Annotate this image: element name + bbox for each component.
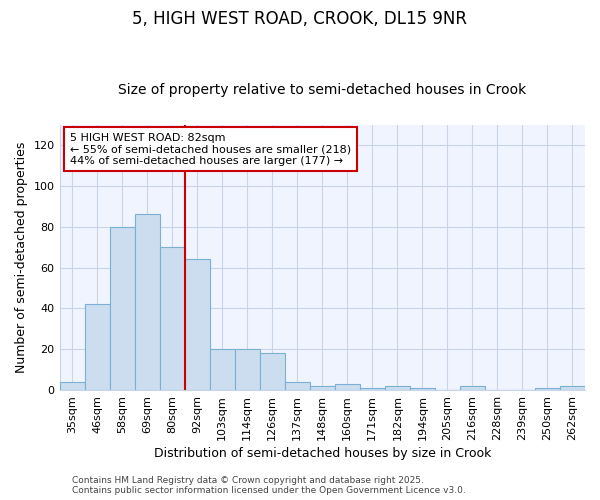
- Text: 5 HIGH WEST ROAD: 82sqm
← 55% of semi-detached houses are smaller (218)
44% of s: 5 HIGH WEST ROAD: 82sqm ← 55% of semi-de…: [70, 132, 351, 166]
- Bar: [410, 388, 435, 390]
- Bar: [134, 214, 160, 390]
- Bar: [160, 247, 185, 390]
- X-axis label: Distribution of semi-detached houses by size in Crook: Distribution of semi-detached houses by …: [154, 447, 491, 460]
- Bar: [285, 382, 310, 390]
- Bar: [310, 386, 335, 390]
- Title: Size of property relative to semi-detached houses in Crook: Size of property relative to semi-detach…: [118, 83, 526, 97]
- Bar: [335, 384, 360, 390]
- Text: 5, HIGH WEST ROAD, CROOK, DL15 9NR: 5, HIGH WEST ROAD, CROOK, DL15 9NR: [133, 10, 467, 28]
- Bar: [235, 349, 260, 390]
- Bar: [59, 382, 85, 390]
- Bar: [535, 388, 560, 390]
- Y-axis label: Number of semi-detached properties: Number of semi-detached properties: [15, 142, 28, 373]
- Bar: [560, 386, 585, 390]
- Bar: [110, 226, 134, 390]
- Bar: [385, 386, 410, 390]
- Bar: [185, 260, 209, 390]
- Bar: [460, 386, 485, 390]
- Bar: [360, 388, 385, 390]
- Bar: [260, 354, 285, 390]
- Bar: [85, 304, 110, 390]
- Text: Contains HM Land Registry data © Crown copyright and database right 2025.
Contai: Contains HM Land Registry data © Crown c…: [72, 476, 466, 495]
- Bar: [209, 349, 235, 390]
